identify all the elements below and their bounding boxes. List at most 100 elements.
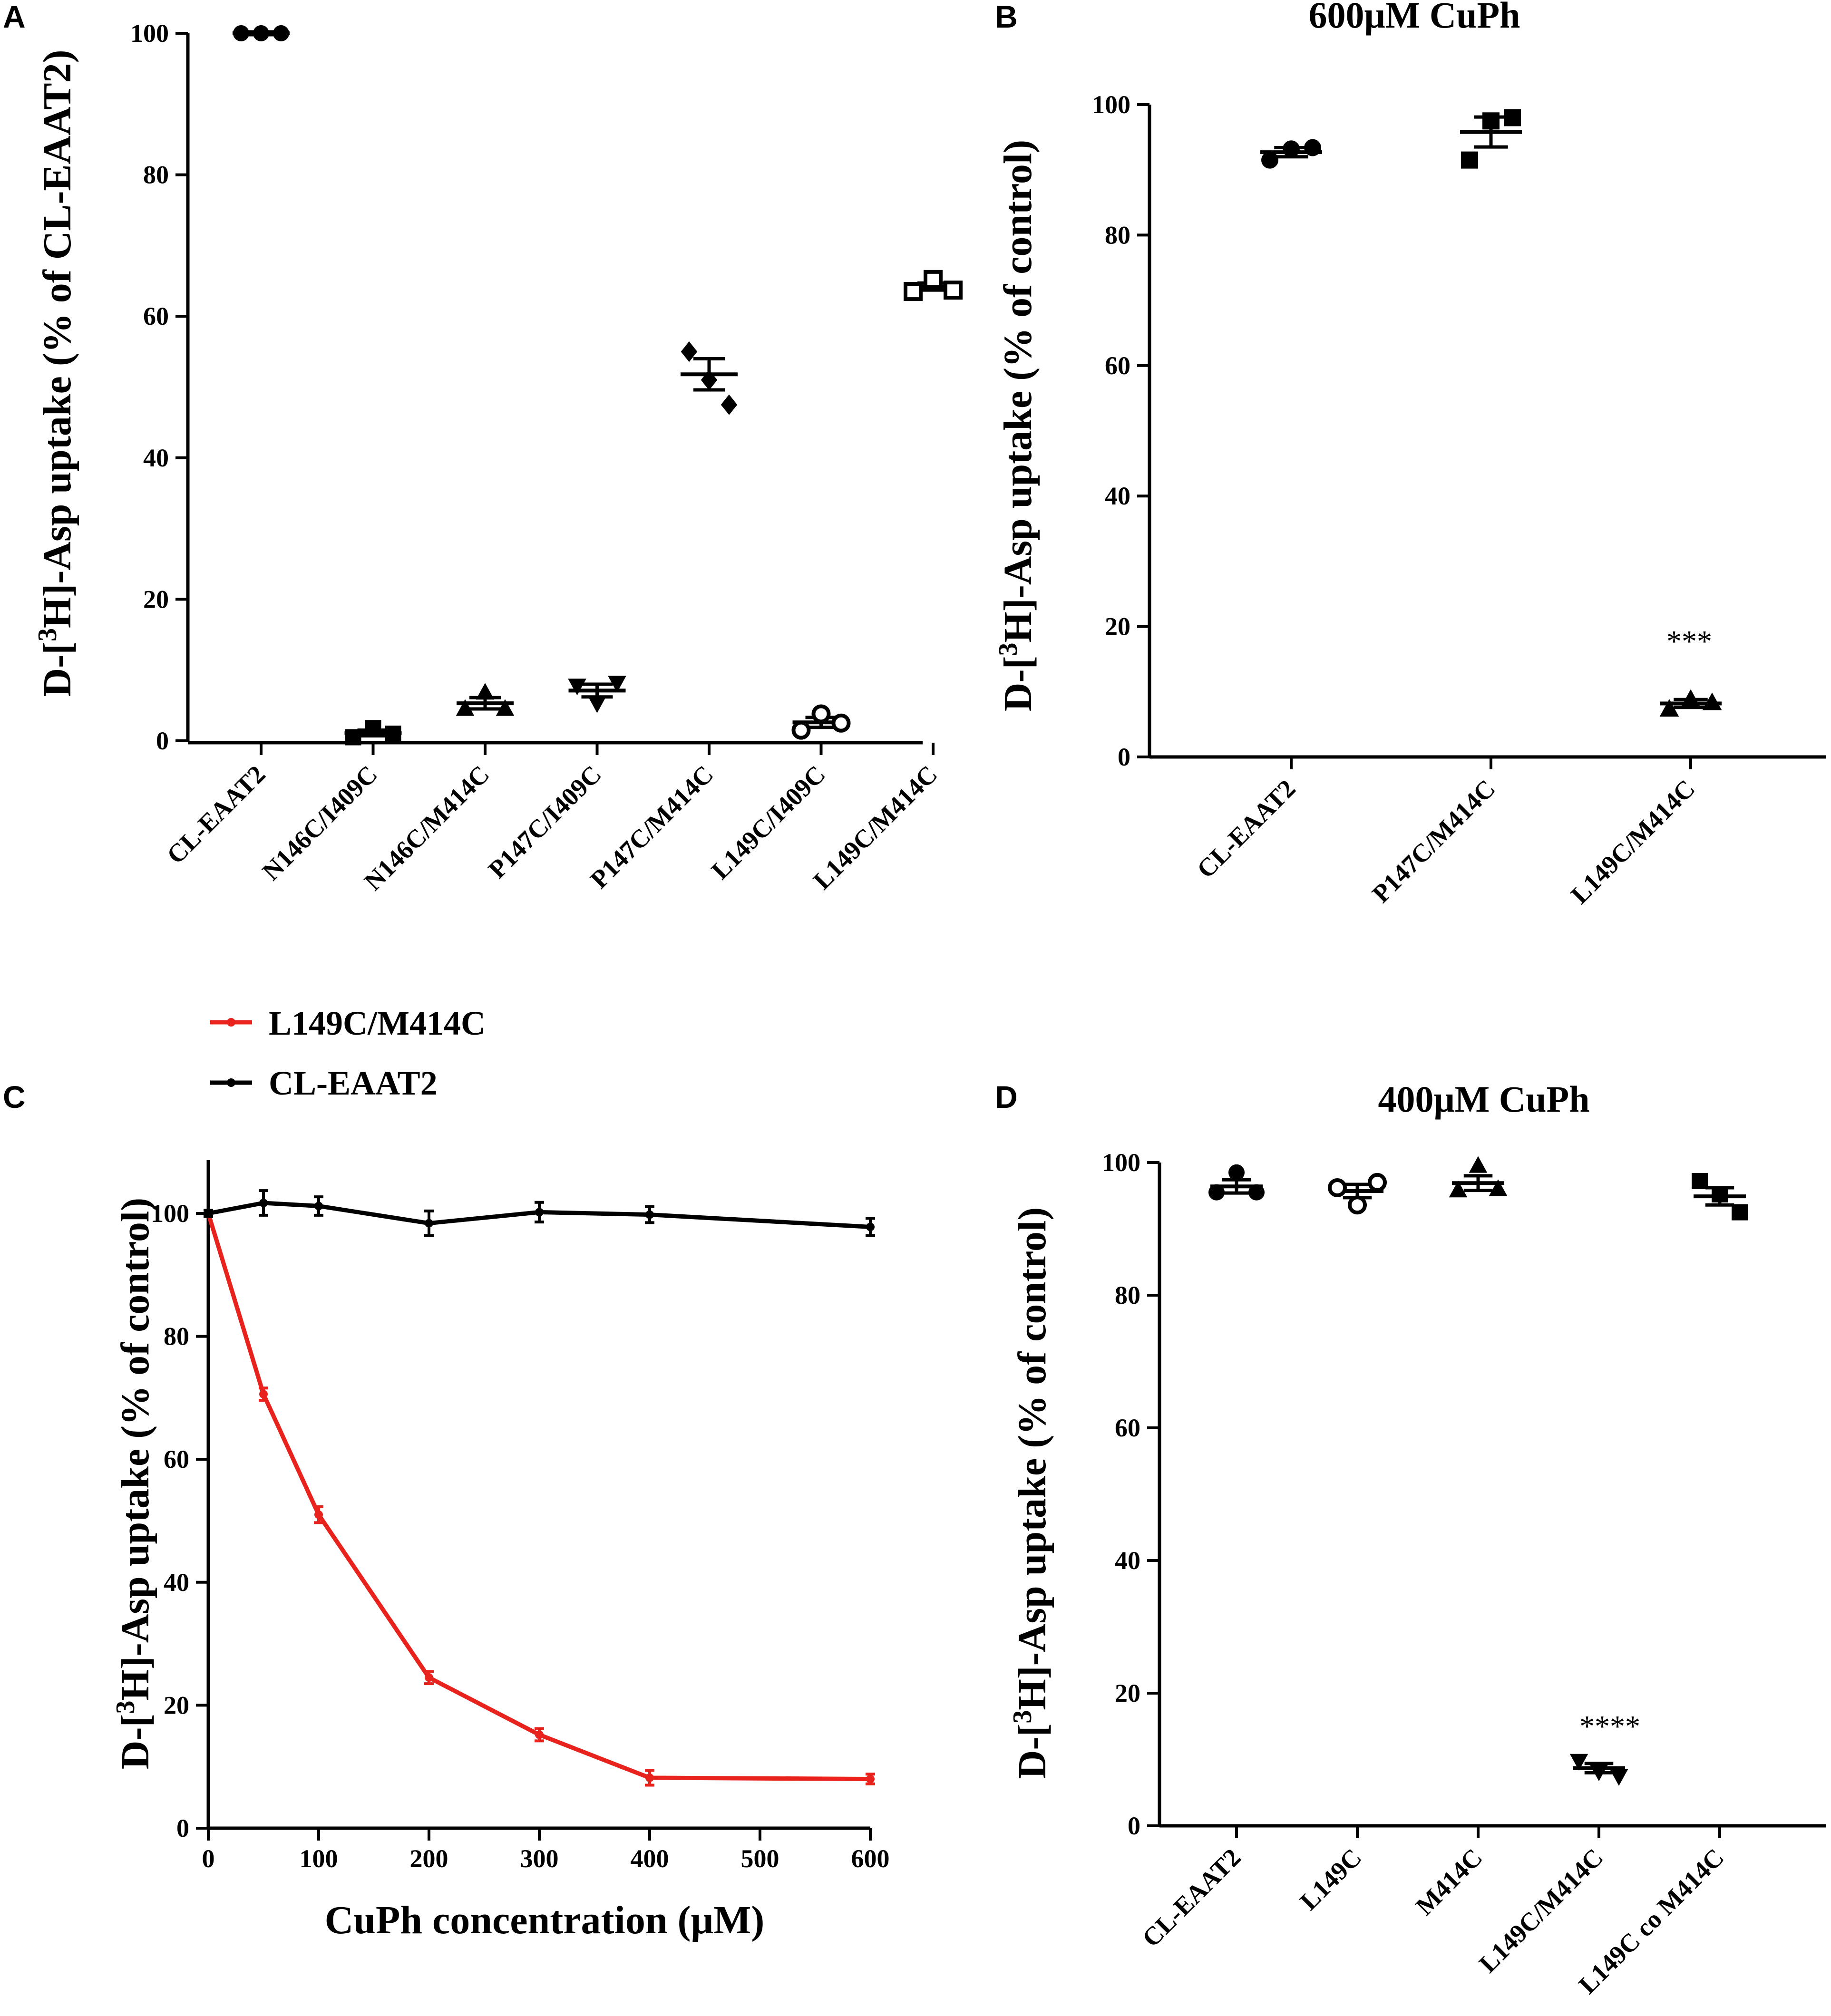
y-tick-label: 40 [1115,1546,1140,1575]
y-tick-label: 0 [1128,1812,1140,1840]
data-point [456,699,475,716]
data-point [1449,1181,1468,1198]
panel-d-y-label: D-[3H]-Asp uptake (% of control) [1008,1207,1054,1779]
y-tick-label: 40 [164,1568,189,1597]
data-point [259,1199,268,1208]
data-point [1469,1156,1488,1173]
data-point [496,699,515,716]
data-point [273,25,289,41]
y-tick-label: 100 [130,19,169,48]
data-point [924,270,943,289]
y-tick-label: 20 [164,1691,189,1719]
data-point [866,1222,875,1231]
y-tick-label: 100 [1092,90,1130,119]
y-tick-label: 80 [1105,221,1130,249]
data-point [866,1774,875,1783]
x-tick-label: 300 [520,1844,559,1873]
data-point [1208,1184,1225,1201]
data-point [425,1219,433,1228]
data-point [1283,140,1300,158]
panel-c-label: C [3,1079,26,1115]
y-tick-label: 20 [1115,1679,1140,1707]
data-point [1228,1164,1245,1181]
data-point [1732,1204,1748,1221]
data-point [259,1390,268,1399]
panel-b-title: 600μM CuPh [1308,0,1520,36]
panel-d-title: 400μM CuPh [1378,1078,1589,1120]
x-tick-label: M414C [1410,1843,1488,1920]
data-point [701,369,718,390]
data-point [204,1209,213,1218]
data-point [1681,689,1701,707]
data-point [1702,692,1722,710]
data-point [425,1673,433,1682]
panel-c: C L149C/M414C CL-EAAT2 D-[3H]-Asp uptake… [3,1004,890,1942]
data-point [608,676,626,693]
panel-b-significance: *** [1666,624,1712,658]
data-point [831,713,851,733]
data-point [1348,1195,1367,1215]
y-tick-label: 80 [1115,1281,1140,1309]
x-tick-label: CL-EAAT2 [161,760,271,870]
y-tick-label: 0 [176,1814,189,1842]
y-tick-label: 0 [156,727,169,755]
x-tick-label: CL-EAAT2 [1191,774,1301,884]
x-tick-label: 200 [410,1844,448,1873]
data-point [1569,1754,1588,1771]
x-tick-label: CL-EAAT2 [1137,1843,1247,1953]
data-point [476,683,495,700]
y-tick-label: 0 [1118,743,1130,771]
x-tick-label: 0 [202,1844,215,1873]
x-tick-label: 400 [631,1844,669,1873]
x-tick-label: P147C/M414C [1366,774,1500,908]
data-point [1504,109,1521,126]
x-tick-label: L149C/I409C [706,760,831,885]
data-point [365,720,381,737]
y-tick-label: 60 [1115,1414,1140,1442]
data-point [535,1730,544,1739]
y-tick-label: 80 [164,1322,189,1351]
data-point [1692,1173,1708,1190]
y-tick-label: 20 [1105,612,1130,641]
x-tick-label: 500 [741,1844,779,1873]
x-tick-label: N146C/I409C [257,760,383,886]
data-point [791,720,811,740]
data-point [345,729,361,746]
panel-c-x-label: CuPh concentration (μM) [325,1898,765,1942]
data-point [1261,151,1278,169]
data-point [721,394,738,415]
data-point [568,678,586,696]
data-point [645,1210,654,1219]
y-tick-label: 100 [151,1199,189,1228]
y-tick-label: 60 [1105,351,1130,380]
data-point [314,1510,323,1519]
data-point [1482,112,1500,130]
legend: L149C/M414C CL-EAAT2 [210,1004,486,1102]
data-point [811,704,831,724]
panel-a-label: A [3,0,26,34]
y-tick-label: 40 [143,444,169,472]
data-point [385,726,401,742]
data-point [535,1208,544,1217]
panel-b-y-label: D-[3H]-Asp uptake (% of control) [993,140,1040,711]
data-point [1368,1173,1387,1192]
x-tick-label: 100 [300,1844,338,1873]
panel-a-y-label: D-[3H]-Asp uptake (% of CL-EAAT2) [33,49,79,697]
legend-red-marker [227,1018,235,1027]
data-point [253,25,269,41]
x-tick-label: L149C/M414C [1565,774,1700,909]
data-point [645,1773,654,1782]
x-tick-label: 600 [851,1844,890,1873]
panel-d: D 400μM CuPh D-[3H]-Asp uptake (% of con… [995,1078,1826,1999]
y-tick-label: 60 [164,1445,189,1473]
x-tick-label: P147C/I409C [483,760,607,884]
x-tick-label: L149C/M414C [1473,1843,1608,1978]
data-point [1589,1764,1608,1782]
y-tick-label: 80 [143,161,169,189]
panel-a: A D-[3H]-Asp uptake (% of CL-EAAT2) 0 20 4… [3,0,963,896]
panel-b-label: B [995,0,1018,34]
data-point [588,696,606,713]
data-point [1248,1184,1265,1201]
data-point [314,1202,323,1211]
